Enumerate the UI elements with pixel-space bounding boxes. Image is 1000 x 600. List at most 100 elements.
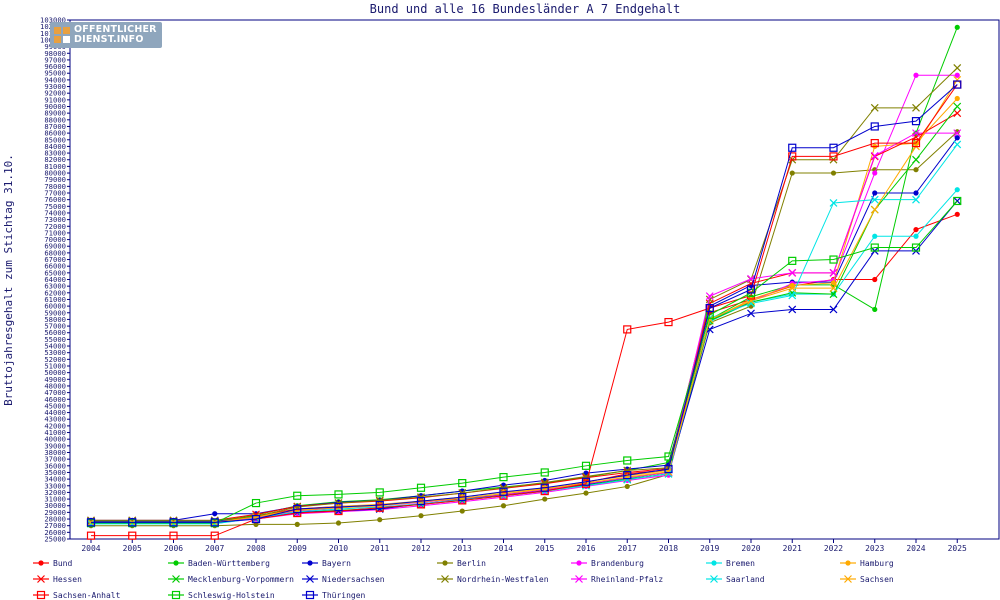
y-tick-label: 80000 <box>44 169 66 178</box>
y-tick-label: 88000 <box>44 115 66 124</box>
y-tick-label: 42000 <box>44 421 66 430</box>
x-tick-label: 2020 <box>741 544 760 553</box>
data-point <box>375 488 384 497</box>
y-tick-label: 30000 <box>44 501 66 510</box>
y-tick-label: 70000 <box>44 235 66 244</box>
y-tick-label: 39000 <box>44 441 66 450</box>
y-tick-label: 44000 <box>44 408 66 417</box>
series-line <box>91 200 958 524</box>
y-tick-label: 31000 <box>44 495 66 504</box>
legend-label: Saarland <box>726 575 765 584</box>
data-point <box>872 233 878 239</box>
data-point <box>953 129 962 138</box>
data-point <box>335 520 342 526</box>
series-line <box>91 74 958 524</box>
y-tick-label: 89000 <box>44 109 66 118</box>
data-point <box>829 199 838 207</box>
series-line <box>91 67 958 521</box>
data-point <box>705 295 714 304</box>
legend-item: Niedersachsen <box>302 575 385 584</box>
legend-marker <box>172 575 180 583</box>
series-6 <box>88 95 960 525</box>
legend-item: Sachsen-Anhalt <box>33 590 121 600</box>
data-point <box>500 503 507 509</box>
data-point <box>623 471 632 480</box>
data-point <box>86 531 96 540</box>
y-tick-label: 65000 <box>44 268 66 277</box>
data-point <box>913 72 919 78</box>
legend-marker <box>306 575 314 583</box>
y-tick-label: 41000 <box>44 428 66 437</box>
y-tick-label: 69000 <box>44 242 66 251</box>
legend-item: Sachsen <box>840 575 894 584</box>
data-point <box>953 102 962 111</box>
legend-label: Sachsen <box>860 575 894 584</box>
legend-item: Bayern <box>302 559 351 568</box>
data-point <box>334 490 343 499</box>
data-point <box>872 190 878 196</box>
legend-label: Schleswig-Holstein <box>188 591 275 600</box>
y-tick-label: 27000 <box>44 521 66 530</box>
y-tick-label: 98000 <box>44 49 66 58</box>
series-line <box>91 98 958 523</box>
data-point <box>954 95 960 102</box>
y-tick-label: 32000 <box>44 488 66 497</box>
data-point <box>954 135 960 141</box>
series-3 <box>88 129 960 529</box>
y-tick-label: 51000 <box>44 362 66 371</box>
y-axis: 2500026000270002800029000300003100032000… <box>40 16 70 544</box>
y-tick-label: 36000 <box>44 461 66 470</box>
x-tick-label: 2005 <box>123 544 142 553</box>
data-point <box>953 109 962 118</box>
legend-marker <box>305 590 315 600</box>
series-line <box>91 27 958 523</box>
legend-item: Mecklenburg-Vorpommern <box>168 575 294 584</box>
legend-label: Nordrhein-Westfalen <box>457 575 549 584</box>
y-tick-label: 38000 <box>44 448 66 457</box>
data-point <box>623 466 632 475</box>
data-point <box>416 483 426 492</box>
y-tick-label: 77000 <box>44 189 66 198</box>
data-point <box>128 531 137 540</box>
series-line <box>91 213 958 523</box>
y-tick-label: 85000 <box>44 135 66 144</box>
data-point <box>418 513 424 519</box>
legend-item: Rheinland-Pfalz <box>571 575 663 584</box>
series-line <box>91 137 958 521</box>
logo-text-line1: OFFENTLICHER <box>74 24 157 35</box>
data-point <box>499 487 508 496</box>
data-point <box>788 305 797 314</box>
y-axis-label: Bruttojahresgehalt zum Stichtag 31.10. <box>2 154 15 406</box>
y-tick-label: 64000 <box>44 275 66 284</box>
data-point <box>623 456 632 465</box>
x-tick-label: 2017 <box>618 544 637 553</box>
data-point <box>293 491 302 500</box>
x-tick-label: 2007 <box>205 544 224 553</box>
data-point <box>912 195 920 204</box>
series-1 <box>88 24 960 525</box>
chart-title: Bund und alle 16 Bundesländer A 7 Endgeh… <box>370 2 681 16</box>
y-tick-label: 49000 <box>44 375 66 384</box>
series-7 <box>87 109 962 525</box>
data-point <box>705 292 714 301</box>
series-lines <box>86 24 962 540</box>
data-point <box>747 299 755 308</box>
y-tick-label: 76000 <box>44 195 66 204</box>
data-point <box>334 502 343 512</box>
data-point <box>542 496 548 502</box>
y-tick-label: 63000 <box>44 282 66 291</box>
legend-item: Berlin <box>437 559 486 568</box>
legend-marker <box>710 575 718 583</box>
series-line <box>91 200 958 522</box>
x-tick-label: 2013 <box>453 544 472 553</box>
data-point <box>954 187 960 193</box>
y-tick-label: 33000 <box>44 481 66 490</box>
y-tick-label: 62000 <box>44 288 66 297</box>
x-tick-label: 2011 <box>370 544 389 553</box>
data-point <box>664 469 673 478</box>
data-point <box>829 255 838 264</box>
logo-text-line2: DIENST.INFO <box>74 34 144 45</box>
data-point <box>416 496 426 506</box>
x-tick-label: 2014 <box>494 544 513 553</box>
data-point <box>664 317 673 327</box>
